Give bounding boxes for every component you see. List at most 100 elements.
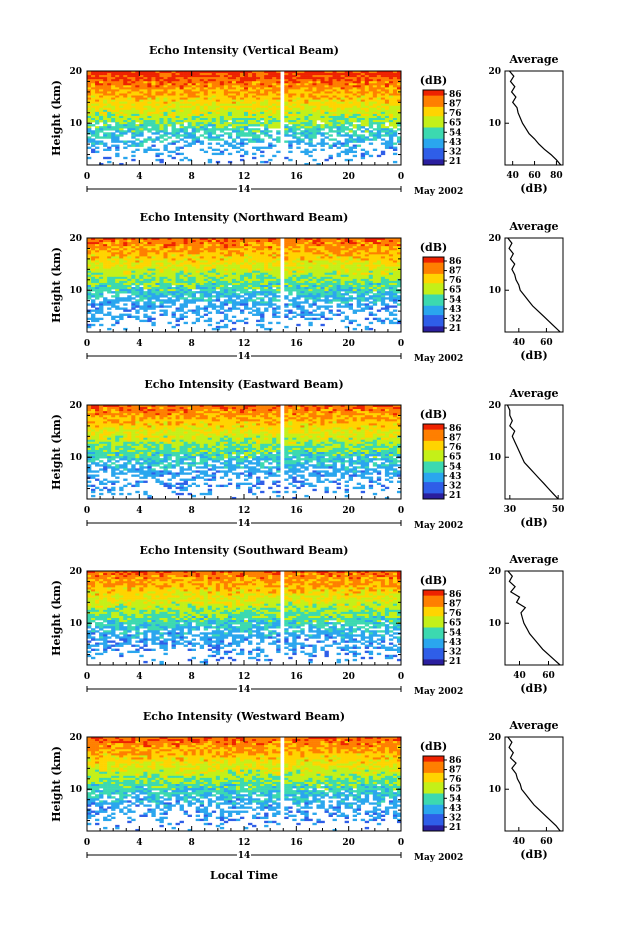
heatmap-cell <box>199 122 205 125</box>
heatmap-cell <box>312 87 317 90</box>
heatmap-cell <box>364 238 370 241</box>
heatmap-cell <box>95 93 100 96</box>
heatmap-cell <box>151 87 156 90</box>
heatmap-cell <box>300 77 305 80</box>
heatmap-cell <box>199 142 205 145</box>
heatmap-cell <box>272 105 277 109</box>
heatmap-cell <box>187 83 192 86</box>
heatmap-cell <box>151 95 156 98</box>
heatmap-cell <box>272 113 277 117</box>
heatmap-cell <box>115 107 120 111</box>
heatmap-cell <box>107 103 112 107</box>
heatmap-cell <box>308 291 313 294</box>
heatmap-cell <box>111 93 116 96</box>
heatmap-cell <box>332 73 337 76</box>
heatmap-cell <box>147 262 152 265</box>
heatmap-cell <box>344 118 349 121</box>
heatmap-cell <box>272 266 277 269</box>
heatmap-cell <box>223 258 229 261</box>
heatmap-cell <box>187 75 192 78</box>
heatmap-cell <box>147 136 152 139</box>
heatmap-cell <box>252 295 257 298</box>
heatmap-cell <box>308 115 313 119</box>
heatmap-cell <box>360 291 366 294</box>
heatmap-cell <box>332 103 337 107</box>
heatmap-cell <box>199 252 205 255</box>
heatmap-cell <box>111 287 116 290</box>
heatmap-cell <box>292 240 297 243</box>
heatmap-cell <box>115 144 120 147</box>
heatmap-cell <box>235 130 241 133</box>
heatmap-cell <box>219 138 225 141</box>
heatmap-cell <box>239 73 245 76</box>
heatmap-cell <box>312 266 317 269</box>
heatmap-cell <box>396 280 402 284</box>
heatmap-cell <box>276 99 281 102</box>
heatmap-cell <box>356 105 362 109</box>
heatmap-cell <box>344 140 349 143</box>
heatmap-cell <box>207 130 213 133</box>
heatmap-cell <box>111 101 116 104</box>
heatmap-cell <box>284 264 289 267</box>
heatmap-cell <box>203 291 209 294</box>
heatmap-cell <box>239 87 245 90</box>
heatmap-cell <box>123 280 128 284</box>
heatmap-cell <box>139 270 144 274</box>
heatmap-cell <box>239 276 245 280</box>
heatmap-cell <box>143 95 148 98</box>
heatmap-cell <box>207 113 213 117</box>
heatmap-cell <box>376 254 382 257</box>
heatmap-cell <box>284 240 289 243</box>
heatmap-cell <box>195 266 201 269</box>
heatmap-cell <box>392 122 398 125</box>
heatmap-cell <box>300 266 305 269</box>
heatmap-cell <box>143 122 148 125</box>
heatmap-cell <box>340 242 345 245</box>
heatmap-cell <box>292 115 297 119</box>
heatmap-cell <box>288 146 293 149</box>
heatmap-cell <box>171 289 176 292</box>
heatmap-cell <box>87 97 92 100</box>
heatmap-cell <box>272 268 277 271</box>
heatmap-cell <box>300 246 305 249</box>
heatmap-cell <box>256 266 261 269</box>
heatmap-cell <box>151 75 156 78</box>
heatmap-cell <box>87 75 92 78</box>
heatmap-cell <box>207 244 213 247</box>
heatmap-cell <box>91 103 96 107</box>
heatmap-cell <box>175 75 180 78</box>
heatmap-cell <box>107 285 112 288</box>
heatmap-cell <box>272 83 277 86</box>
heatmap-cell <box>99 276 104 280</box>
heatmap-cell <box>143 291 148 294</box>
heatmap-cell <box>115 291 120 294</box>
heatmap-cell <box>107 105 112 109</box>
heatmap-cell <box>163 95 168 98</box>
heatmap-cell <box>107 75 112 78</box>
heatmap-cell <box>215 254 221 257</box>
heatmap-cell <box>288 85 293 88</box>
heatmap-cell <box>231 118 237 121</box>
heatmap-cell <box>276 278 281 282</box>
heatmap-cell <box>356 272 362 276</box>
heatmap-cell <box>163 79 168 82</box>
heatmap-cell <box>340 274 345 278</box>
heatmap-cell <box>211 152 217 156</box>
heatmap-cell <box>288 97 293 100</box>
heatmap-cell <box>260 240 265 243</box>
heatmap-cell <box>308 97 313 100</box>
x-tick-label: 4 <box>136 172 142 182</box>
heatmap-cell <box>268 272 273 276</box>
heatmap-cell <box>320 91 325 94</box>
heatmap-cell <box>360 260 366 263</box>
panel-title: Echo Intensity (Vertical Beam) <box>149 44 339 57</box>
heatmap-cell <box>167 248 172 251</box>
heatmap-cell <box>143 87 148 90</box>
heatmap-cell <box>248 274 253 278</box>
heatmap-cell <box>244 101 249 104</box>
heatmap-cell <box>372 118 378 121</box>
heatmap-cell <box>95 289 100 292</box>
heatmap-cell <box>123 278 128 282</box>
heatmap-cell <box>131 126 136 129</box>
heatmap-cell <box>256 128 261 131</box>
